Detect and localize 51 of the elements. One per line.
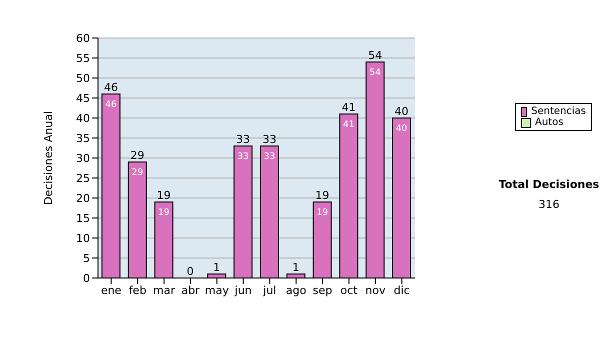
y-tick-label: 35 [76, 132, 90, 145]
x-tick-label: abr [181, 284, 200, 297]
x-tick-label: jul [262, 284, 276, 297]
y-tick-label: 0 [83, 272, 90, 285]
data-label: 33 [237, 152, 249, 162]
y-tick-label: 45 [76, 92, 90, 105]
legend-label: Sentencias [531, 106, 586, 117]
x-tick-label: dic [394, 284, 410, 297]
data-label: 41 [342, 120, 354, 130]
total-label: 33 [262, 133, 276, 146]
x-tick-label: ago [286, 284, 307, 297]
y-tick-label: 5 [83, 252, 90, 265]
total-label: 19 [315, 189, 330, 202]
total-label: 40 [394, 105, 409, 118]
legend-label: Autos [535, 117, 564, 128]
x-tick-label: may [204, 284, 230, 297]
y-tick-label: 15 [76, 212, 90, 225]
data-label: 54 [369, 68, 382, 78]
data-label: 33 [264, 152, 276, 162]
x-tick-label: ene [100, 284, 122, 297]
x-tick-label: oct [340, 284, 358, 297]
text: Total Decisiones [498, 178, 600, 191]
x-tick-label: feb [128, 284, 146, 297]
y-tick-label: 25 [76, 172, 90, 185]
y-tick-label: 40 [76, 112, 90, 125]
y-tick-label: 60 [76, 32, 90, 45]
total-label: 46 [104, 81, 118, 94]
total-label: 29 [130, 149, 144, 162]
total-label: 41 [342, 101, 356, 114]
total-label: 54 [368, 49, 382, 62]
y-axis-title: Decisiones Anual [42, 110, 55, 206]
total-label: 1 [213, 261, 220, 274]
data-label: 19 [158, 208, 170, 218]
y-tick-label: 50 [76, 72, 90, 85]
y-tick-label: 55 [76, 52, 90, 65]
y-tick-label: 20 [76, 192, 90, 205]
y-tick-label: 10 [76, 232, 90, 245]
data-label: 29 [132, 168, 144, 178]
x-tick-label: mar [153, 284, 176, 297]
text: 316 [538, 198, 560, 211]
total-label: 19 [156, 189, 171, 202]
y-tick-label: 30 [76, 152, 90, 165]
total-label: 1 [292, 261, 300, 274]
x-tick-label: jun [234, 284, 252, 297]
x-tick-label: nov [365, 284, 386, 297]
x-tick-label: sep [312, 284, 332, 297]
total-label: 0 [186, 265, 194, 278]
data-label: 46 [105, 100, 117, 110]
data-label: 40 [396, 124, 408, 134]
total-label: 33 [236, 133, 250, 146]
data-label: 19 [316, 208, 328, 218]
